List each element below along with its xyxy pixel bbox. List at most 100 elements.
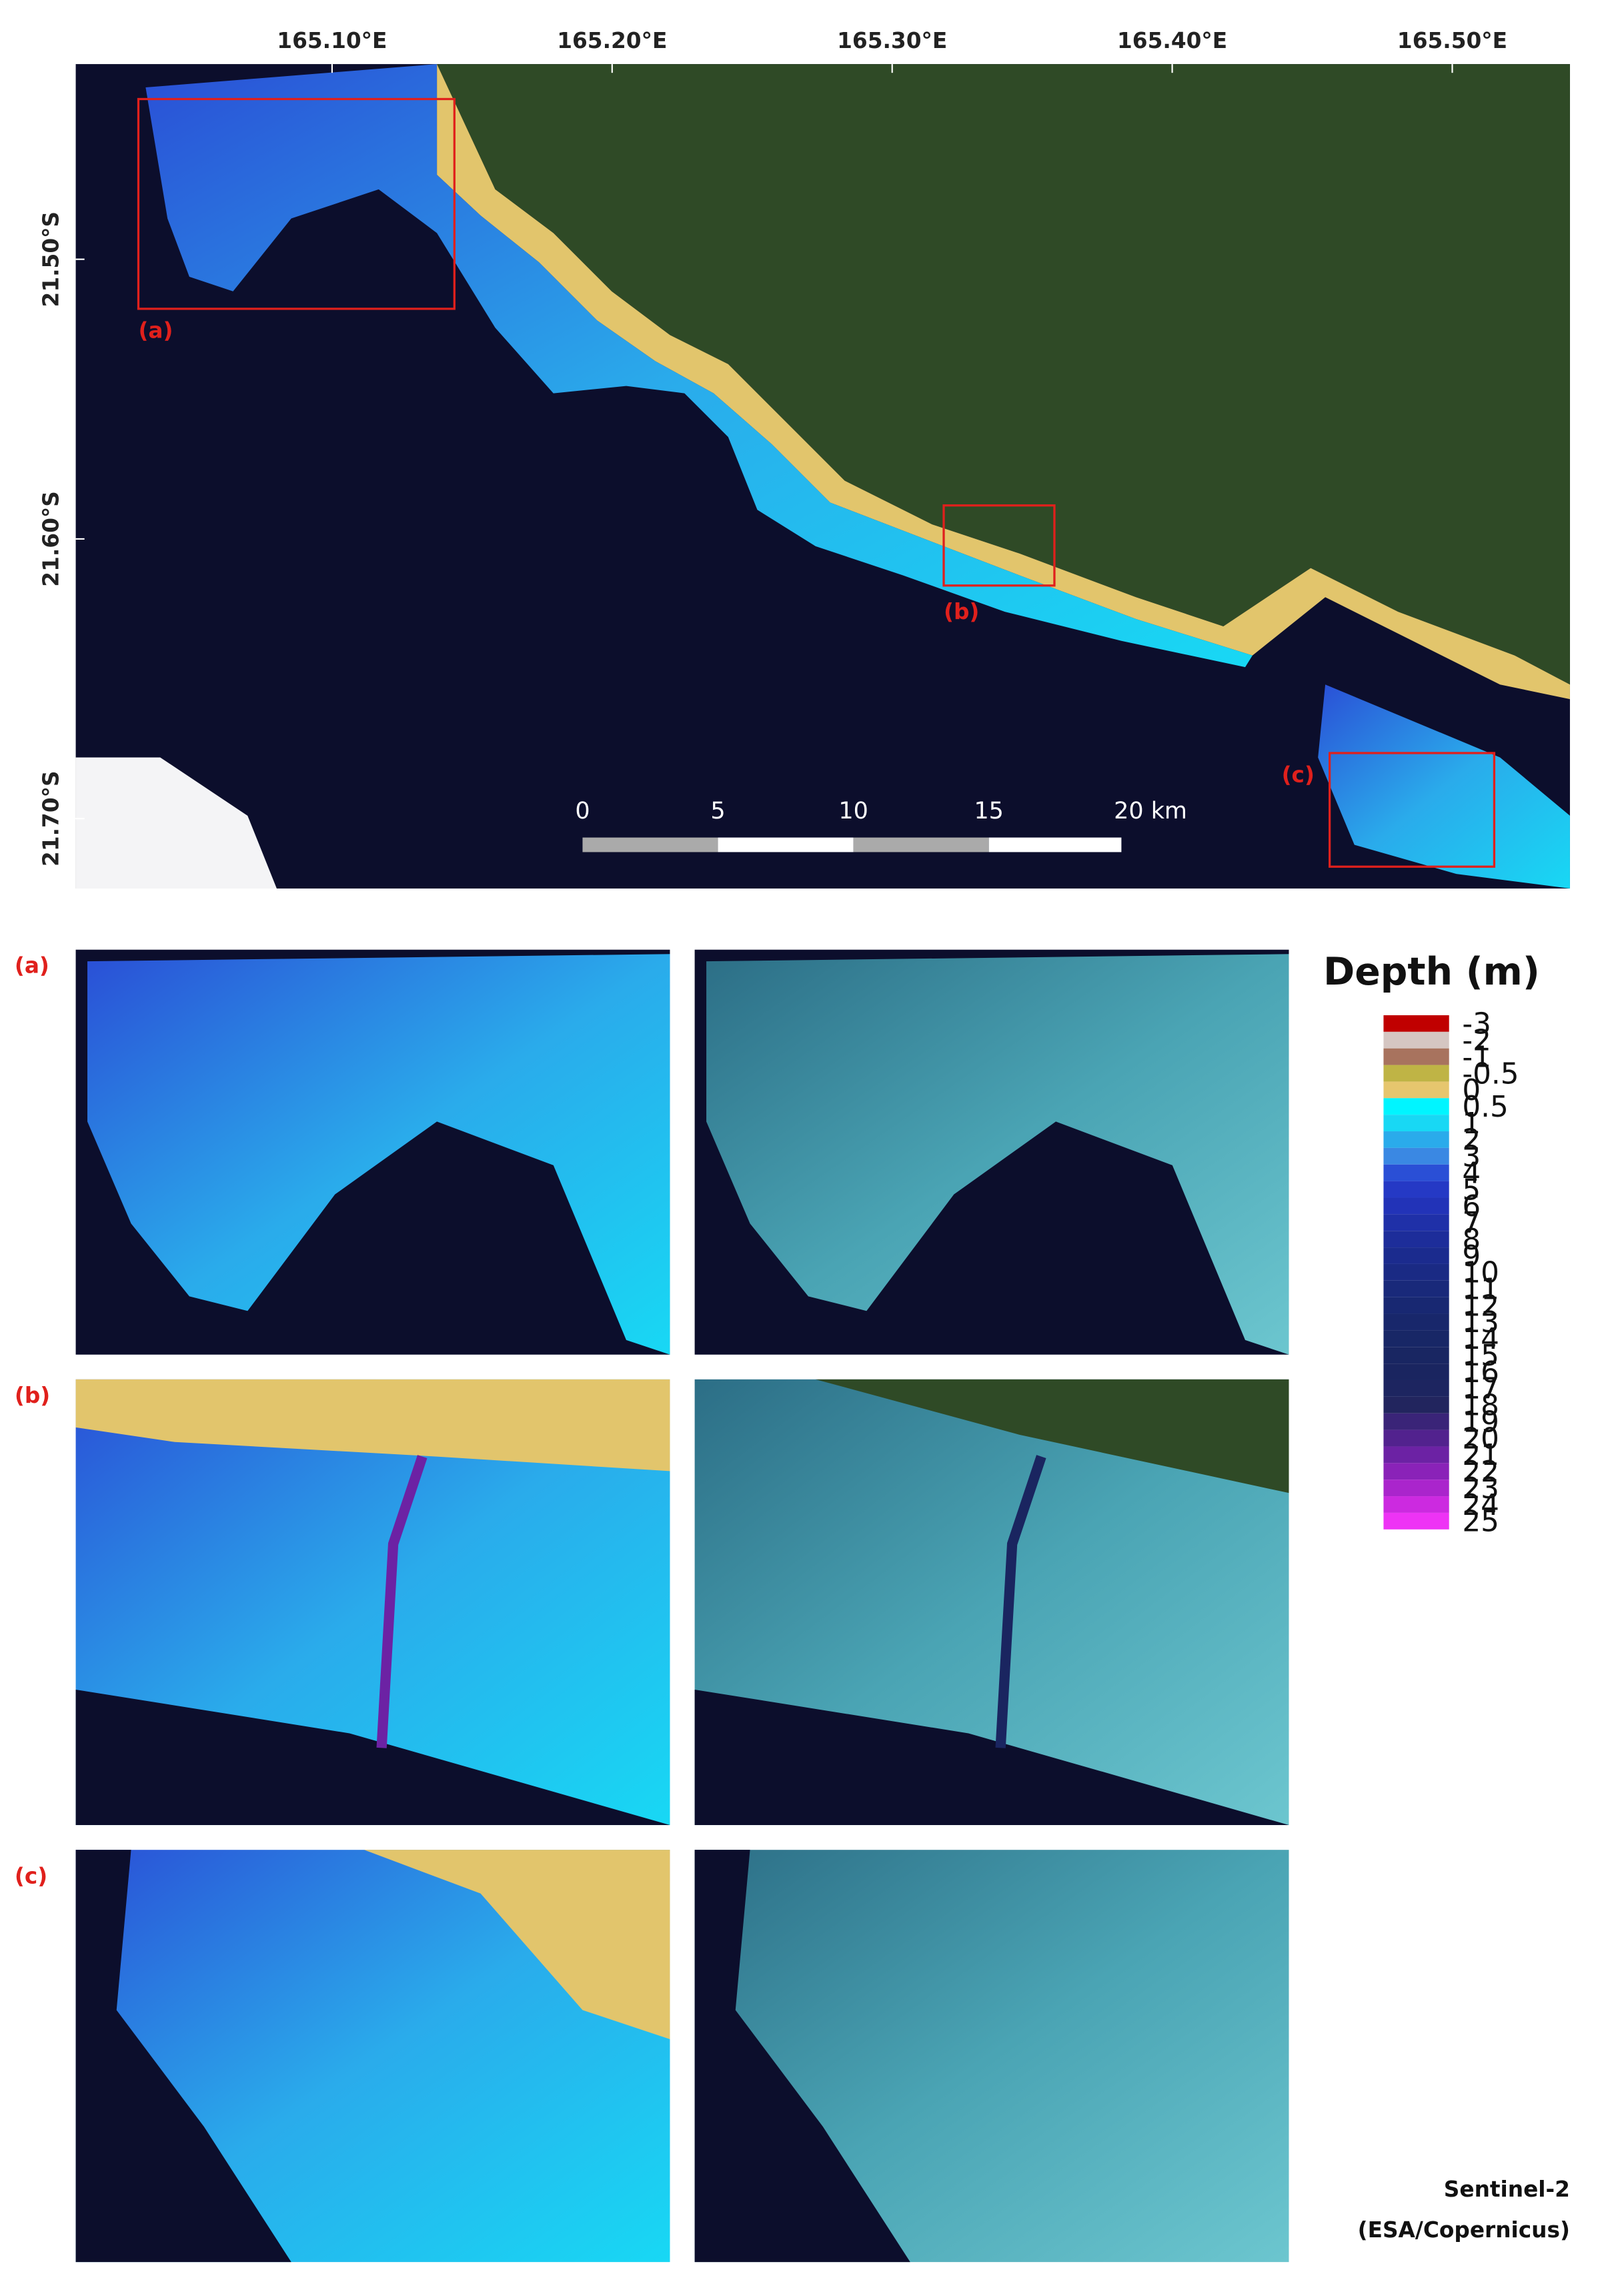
legend-label: 17 — [1462, 1372, 1499, 1406]
legend-swatch — [1383, 1330, 1449, 1347]
scale-label: 0 — [575, 798, 590, 824]
legend-swatch — [1383, 1197, 1449, 1215]
legend-swatch — [1383, 1231, 1449, 1248]
legend-swatch — [1383, 1247, 1449, 1264]
panel-fill — [75, 1379, 670, 1472]
legend-label: 25 — [1462, 1505, 1499, 1539]
inset-boxes — [137, 97, 1496, 868]
scale-segment — [853, 837, 989, 852]
legend-label: 10 — [1462, 1256, 1499, 1290]
scale-segment — [582, 837, 718, 852]
lat-label: 21.50°S — [38, 211, 63, 308]
lon-label: 165.10°E — [277, 28, 387, 53]
legend-swatch — [1383, 1263, 1449, 1281]
legend-swatch — [1383, 1463, 1449, 1480]
legend-label: 23 — [1462, 1472, 1499, 1506]
legend-swatch — [1383, 1496, 1449, 1513]
inset-box — [1329, 752, 1496, 868]
scale-segment — [718, 837, 854, 852]
panel-fill — [694, 1689, 1289, 1826]
legend-label: 1 — [1462, 1107, 1481, 1141]
legend-label: 15 — [1462, 1339, 1499, 1373]
lon-label: 165.20°E — [557, 28, 667, 53]
legend-swatch — [1383, 1181, 1449, 1198]
credit: Sentinel-2 — [1444, 2177, 1570, 2202]
legend-swatch — [1383, 1098, 1449, 1115]
legend-label: 11 — [1462, 1273, 1499, 1307]
scale-bar: 0 5 10 15 20 km — [575, 798, 1187, 852]
legend-swatch — [1383, 1214, 1449, 1231]
legend-label: 5 — [1462, 1173, 1481, 1207]
cloud — [75, 757, 277, 889]
inset-label: (c) — [1282, 762, 1315, 788]
legend-swatch — [1383, 1297, 1449, 1314]
legend-swatch — [1383, 1429, 1449, 1447]
legend-swatch — [1383, 1081, 1449, 1099]
legend-label: -3 — [1462, 1007, 1491, 1041]
legend-label: 4 — [1462, 1156, 1481, 1190]
lagoon — [1318, 684, 1570, 889]
legend: Depth (m) -3-2-1-0.500.51234567891011121… — [1323, 950, 1540, 1539]
panel-fill — [75, 1689, 670, 1826]
legend-label: 0.5 — [1462, 1090, 1508, 1124]
inset-box — [137, 97, 456, 310]
channel — [995, 1455, 1046, 1748]
lat-label: 21.60°S — [38, 491, 63, 587]
legend-swatch — [1383, 1115, 1449, 1132]
legend-swatch — [1383, 1280, 1449, 1297]
legend-label: 7 — [1462, 1206, 1481, 1240]
panel-fill — [815, 1379, 1289, 1494]
legend-swatch — [1383, 1379, 1449, 1397]
legend-label: -2 — [1462, 1024, 1491, 1058]
land — [437, 64, 1570, 685]
legend-label: 14 — [1462, 1322, 1499, 1356]
legend-swatch — [1383, 1480, 1449, 1497]
panel-fill — [694, 1850, 910, 2263]
legend-label: 19 — [1462, 1405, 1499, 1439]
scale-segment — [988, 837, 1122, 852]
panel-label: (c) — [15, 1863, 47, 1888]
main-map: 0 5 10 15 20 km (a) (b) (c) — [75, 64, 1570, 889]
legend-swatch — [1383, 1512, 1449, 1530]
legend-swatch — [1383, 1446, 1449, 1464]
inset-label: (b) — [944, 599, 979, 624]
legend-label: 22 — [1462, 1455, 1499, 1489]
panels: (a) (b) (c) — [15, 949, 1289, 2263]
legend-swatch — [1383, 1147, 1449, 1165]
legend-swatch — [1383, 1031, 1449, 1049]
legend-label: 21 — [1462, 1438, 1499, 1472]
legend-swatch — [1383, 1015, 1449, 1032]
scale-label: 20 km — [1114, 798, 1187, 824]
channel — [376, 1455, 428, 1748]
legend-label: 13 — [1462, 1305, 1499, 1339]
beach — [437, 64, 1570, 700]
panel-fill — [363, 1850, 670, 2040]
legend-label: 0 — [1462, 1073, 1481, 1107]
legend-swatch — [1383, 1131, 1449, 1148]
panel-label: (a) — [15, 953, 49, 979]
legend-swatch — [1383, 1065, 1449, 1082]
lon-label: 165.30°E — [837, 28, 947, 53]
legend-label: 2 — [1462, 1123, 1481, 1157]
legend-label: 8 — [1462, 1223, 1481, 1257]
legend-label: -0.5 — [1462, 1057, 1519, 1091]
inset-label: (a) — [138, 318, 173, 344]
lon-labels: 165.10°E 165.20°E 165.30°E 165.40°E 165.50°E — [277, 28, 1507, 73]
legend-swatch — [1383, 1413, 1449, 1430]
scale-label: 5 — [710, 798, 725, 824]
panel-fill — [87, 954, 670, 1355]
credit: (ESA/Copernicus) — [1358, 2217, 1570, 2243]
legend-swatch — [1383, 1396, 1449, 1413]
legend-swatch — [1383, 1347, 1449, 1364]
legend-label: 3 — [1462, 1140, 1481, 1174]
legend-label: 16 — [1462, 1355, 1499, 1389]
legend-label: 6 — [1462, 1189, 1481, 1223]
lat-label: 21.70°S — [38, 770, 63, 867]
legend-label: 9 — [1462, 1239, 1481, 1273]
legend-swatch — [1383, 1313, 1449, 1331]
legend-label: -1 — [1462, 1040, 1491, 1074]
panel-fill — [75, 1850, 291, 2263]
panel-label: (b) — [15, 1383, 50, 1408]
panel-fill — [706, 954, 1289, 1355]
